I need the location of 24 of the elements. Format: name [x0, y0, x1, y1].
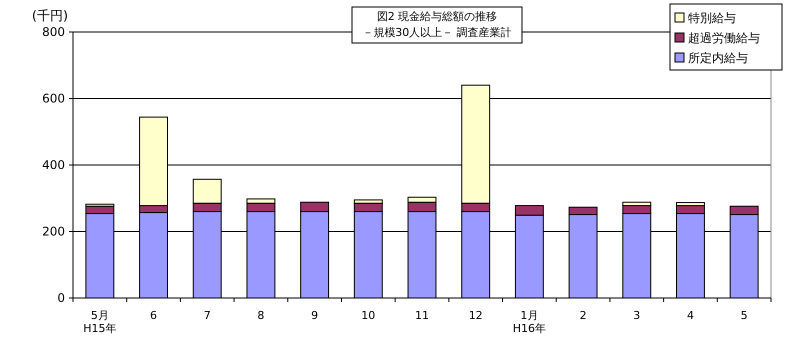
x-tick-label: 4: [686, 309, 694, 322]
x-tick-label: 7: [204, 309, 211, 322]
x-tick-label: 6: [150, 309, 158, 322]
y-tick-label: 600: [42, 92, 65, 106]
x-tick-label: 5: [740, 309, 748, 322]
y-tick-label: 0: [57, 291, 65, 305]
x-tick-label: 8: [257, 309, 264, 322]
y-tick-label: 400: [42, 158, 65, 172]
x-tick-label: 1月 H16年: [512, 309, 546, 336]
x-tick-label: 2: [580, 309, 587, 322]
x-tick-label: 11: [415, 309, 429, 322]
y-axis-title: (千円): [32, 9, 68, 24]
x-tick-label: 12: [468, 309, 483, 322]
y-tick-label: 800: [42, 25, 65, 39]
legend-label: 超過労働給与: [688, 31, 760, 45]
chart-subtitle: －規模30人以上－ 調査産業計: [362, 26, 512, 39]
x-tick-label: 10: [361, 309, 376, 322]
x-tick-label: 5月 H15年: [83, 309, 116, 336]
x-tick-label: 9: [311, 309, 318, 322]
y-tick-label: 200: [42, 224, 65, 238]
chart-title: 図2 現金給与総額の推移: [376, 10, 498, 23]
x-tick-label: 3: [633, 309, 640, 322]
legend-label: 所定内給与: [688, 51, 748, 65]
legend-label: 特別給与: [688, 11, 736, 25]
